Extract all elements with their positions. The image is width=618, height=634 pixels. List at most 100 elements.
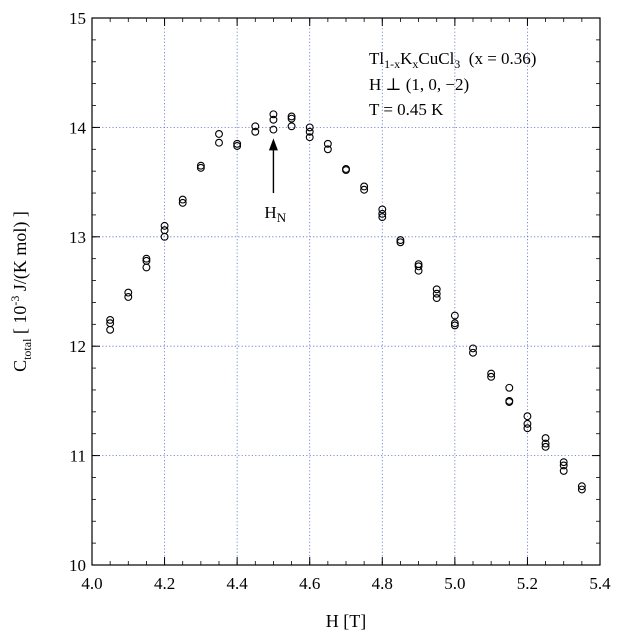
data-point xyxy=(360,182,369,191)
data-point xyxy=(269,125,278,134)
annotation-text: (x = 0.36) xyxy=(460,49,536,68)
data-point xyxy=(142,254,151,263)
data-point xyxy=(523,424,532,433)
data-point xyxy=(432,294,441,303)
hn-label-sub: N xyxy=(277,210,287,225)
data-point xyxy=(215,130,223,138)
sample-annotation: Tl1-xKxCuCl3 (x = 0.36) H ⊥ (1, 0, −2) T =… xyxy=(369,49,536,119)
data-point xyxy=(106,325,115,334)
data-point xyxy=(323,139,332,148)
y-tick-label: 10 xyxy=(69,556,86,575)
annotation-text: K xyxy=(400,49,413,68)
annotation-line: H ⊥ (1, 0, −2) xyxy=(369,75,469,94)
y-tick-label: 11 xyxy=(70,447,86,466)
data-point xyxy=(287,114,296,123)
data-point xyxy=(559,461,568,470)
data-point xyxy=(469,348,477,357)
data-point xyxy=(432,289,441,298)
hn-label: HN xyxy=(264,203,286,225)
data-point xyxy=(505,398,514,406)
data-point xyxy=(523,419,532,428)
data-point xyxy=(378,209,387,218)
data-point xyxy=(160,221,169,230)
data-point xyxy=(487,369,496,378)
data-point xyxy=(323,145,332,154)
data-point xyxy=(432,285,441,294)
x-tick-label: 4.4 xyxy=(227,574,249,593)
y-tick-label: 15 xyxy=(69,9,86,28)
x-tick-label: 4.0 xyxy=(81,574,102,593)
data-point xyxy=(541,442,550,451)
data-point xyxy=(414,262,423,271)
data-point xyxy=(450,311,459,320)
data-point xyxy=(541,439,550,448)
data-point xyxy=(487,372,496,381)
data-point xyxy=(342,166,350,175)
data-point xyxy=(378,213,387,222)
data-point xyxy=(414,266,423,275)
annotation-text: T = 0.45 K xyxy=(369,100,444,119)
y-axis-label-base: C xyxy=(10,360,30,372)
data-point xyxy=(269,110,278,119)
data-point xyxy=(577,485,586,494)
y-tick-label: 14 xyxy=(69,118,87,137)
x-tick-label: 4.6 xyxy=(299,574,320,593)
data-point xyxy=(142,263,151,272)
data-point xyxy=(287,112,296,121)
y-axis-label: Ctotal [ 10-3 J/(K mol) ] xyxy=(8,211,34,372)
data-point xyxy=(305,133,314,142)
data-point xyxy=(124,288,133,297)
plot-border xyxy=(91,17,601,566)
data-point xyxy=(251,127,260,136)
y-tick-labels: 10 11 12 13 14 15 xyxy=(69,9,87,575)
data-point xyxy=(178,195,187,204)
data-point xyxy=(215,138,223,147)
x-tick-label: 4.2 xyxy=(154,574,175,593)
x-tick-label: 5.0 xyxy=(444,574,465,593)
data-point xyxy=(251,122,260,131)
x-tick-label: 4.8 xyxy=(372,574,393,593)
data-point xyxy=(160,232,169,241)
annotation-text: CuCl xyxy=(418,49,454,68)
axis-ticks xyxy=(91,17,601,566)
y-tick-label: 13 xyxy=(69,228,86,247)
data-point xyxy=(233,142,242,150)
data-point xyxy=(287,122,296,131)
hn-arrow-annotation: HN xyxy=(264,138,287,225)
data-point xyxy=(523,412,532,421)
data-point xyxy=(305,127,314,136)
annotation-line: Tl1-xKxCuCl3 (x = 0.36) xyxy=(369,49,536,71)
annotation-line: T = 0.45 K xyxy=(369,100,444,119)
annotation-text: Tl xyxy=(369,49,384,68)
data-point xyxy=(178,198,187,207)
data-point xyxy=(396,238,405,247)
annotation-text: 3 xyxy=(454,57,460,71)
grid-lines xyxy=(92,18,600,565)
y-axis-label-post: J/(K mol) ] xyxy=(10,211,31,296)
data-point xyxy=(233,139,242,148)
data-point xyxy=(559,458,568,467)
x-tick-labels: 4.0 4.2 4.4 4.6 4.8 5.0 5.2 5.4 xyxy=(81,574,611,593)
data-point xyxy=(450,321,459,330)
x-axis-label: H [T] xyxy=(326,611,366,631)
data-point xyxy=(559,466,568,475)
data-point xyxy=(269,115,278,124)
annotation-text: H ⊥ (1, 0, −2) xyxy=(369,75,469,94)
hn-label-base: H xyxy=(264,203,276,222)
y-axis-label-pre: [ 10 xyxy=(10,306,30,339)
data-point xyxy=(378,205,387,214)
data-point xyxy=(196,161,205,170)
arrow-head xyxy=(268,138,278,151)
data-point xyxy=(305,123,314,132)
x-tick-label: 5.2 xyxy=(517,574,538,593)
y-tick-label: 12 xyxy=(69,337,86,356)
data-point xyxy=(469,344,477,353)
y-axis-label-sub: total xyxy=(20,338,34,360)
y-axis-label-sup: -3 xyxy=(8,296,22,306)
plot-frame xyxy=(91,17,601,566)
data-point xyxy=(196,163,205,172)
data-point xyxy=(106,315,115,324)
annotation-text: 1-x xyxy=(384,57,400,71)
x-tick-label: 5.4 xyxy=(589,574,611,593)
